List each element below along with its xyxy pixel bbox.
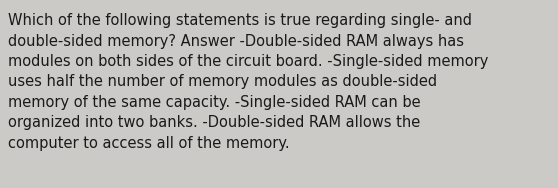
Text: Which of the following statements is true regarding single- and
double-sided mem: Which of the following statements is tru…: [8, 13, 489, 151]
